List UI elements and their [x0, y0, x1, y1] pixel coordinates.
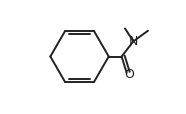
- Text: O: O: [125, 68, 134, 81]
- Text: N: N: [129, 35, 138, 48]
